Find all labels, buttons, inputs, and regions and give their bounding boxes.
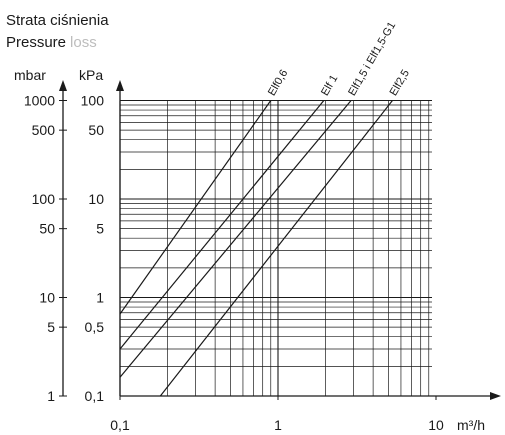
y-tick-label-mbar: 10 xyxy=(39,290,55,306)
chart-subtitle-main: Pressure xyxy=(6,34,66,51)
series-label: Elf2,5 xyxy=(388,68,412,98)
y-tick-label-mbar: 100 xyxy=(32,191,56,207)
y-tick-label-kpa: 100 xyxy=(81,93,105,109)
y-tick-label-mbar: 1000 xyxy=(24,93,55,109)
series-label: Elf0,6 xyxy=(266,68,290,98)
y-tick-label-mbar: 5 xyxy=(47,319,55,335)
series-line xyxy=(119,100,272,315)
y-tick-label-mbar: 50 xyxy=(39,221,55,237)
x-axis-arrow-icon xyxy=(490,392,501,400)
y-tick-label-kpa: 0,5 xyxy=(85,319,105,335)
plot-series xyxy=(119,100,393,397)
chart-title: Strata ciśnienia xyxy=(6,12,109,29)
y-unit-mbar: mbar xyxy=(14,67,46,83)
y-axis-kpa-arrow-icon xyxy=(116,80,124,91)
y-tick-label-mbar: 1 xyxy=(47,388,55,404)
x-tick-label: 1 xyxy=(274,417,282,433)
y-unit-kpa: kPa xyxy=(79,67,103,83)
series-label: Elf 1 xyxy=(319,73,340,98)
plot-labels: 0,1 1 10 m³/h 100 50 10 5 1 0,5 0,1 1000 500 100 50 10 5… xyxy=(14,20,485,433)
y-tick-label-mbar: 500 xyxy=(32,122,56,138)
series-line xyxy=(119,100,325,350)
y-tick-label-kpa: 5 xyxy=(96,221,104,237)
y-tick-label-kpa: 50 xyxy=(88,122,104,138)
y-tick-label-kpa: 1 xyxy=(96,290,104,306)
x-tick-label: 10 xyxy=(428,417,444,433)
x-tick-label: 0,1 xyxy=(110,417,130,433)
y-axis-mbar-arrow-icon xyxy=(59,80,67,91)
plot-axes xyxy=(59,80,501,400)
y-tick-label-kpa: 0,1 xyxy=(85,388,105,404)
chart-subtitle: Pressure loss xyxy=(6,34,97,51)
chart-subtitle-faded: loss xyxy=(70,34,97,51)
series-line xyxy=(159,100,393,397)
x-unit-label: m³/h xyxy=(457,417,485,433)
series-line xyxy=(119,100,352,378)
y-tick-label-kpa: 10 xyxy=(88,191,104,207)
